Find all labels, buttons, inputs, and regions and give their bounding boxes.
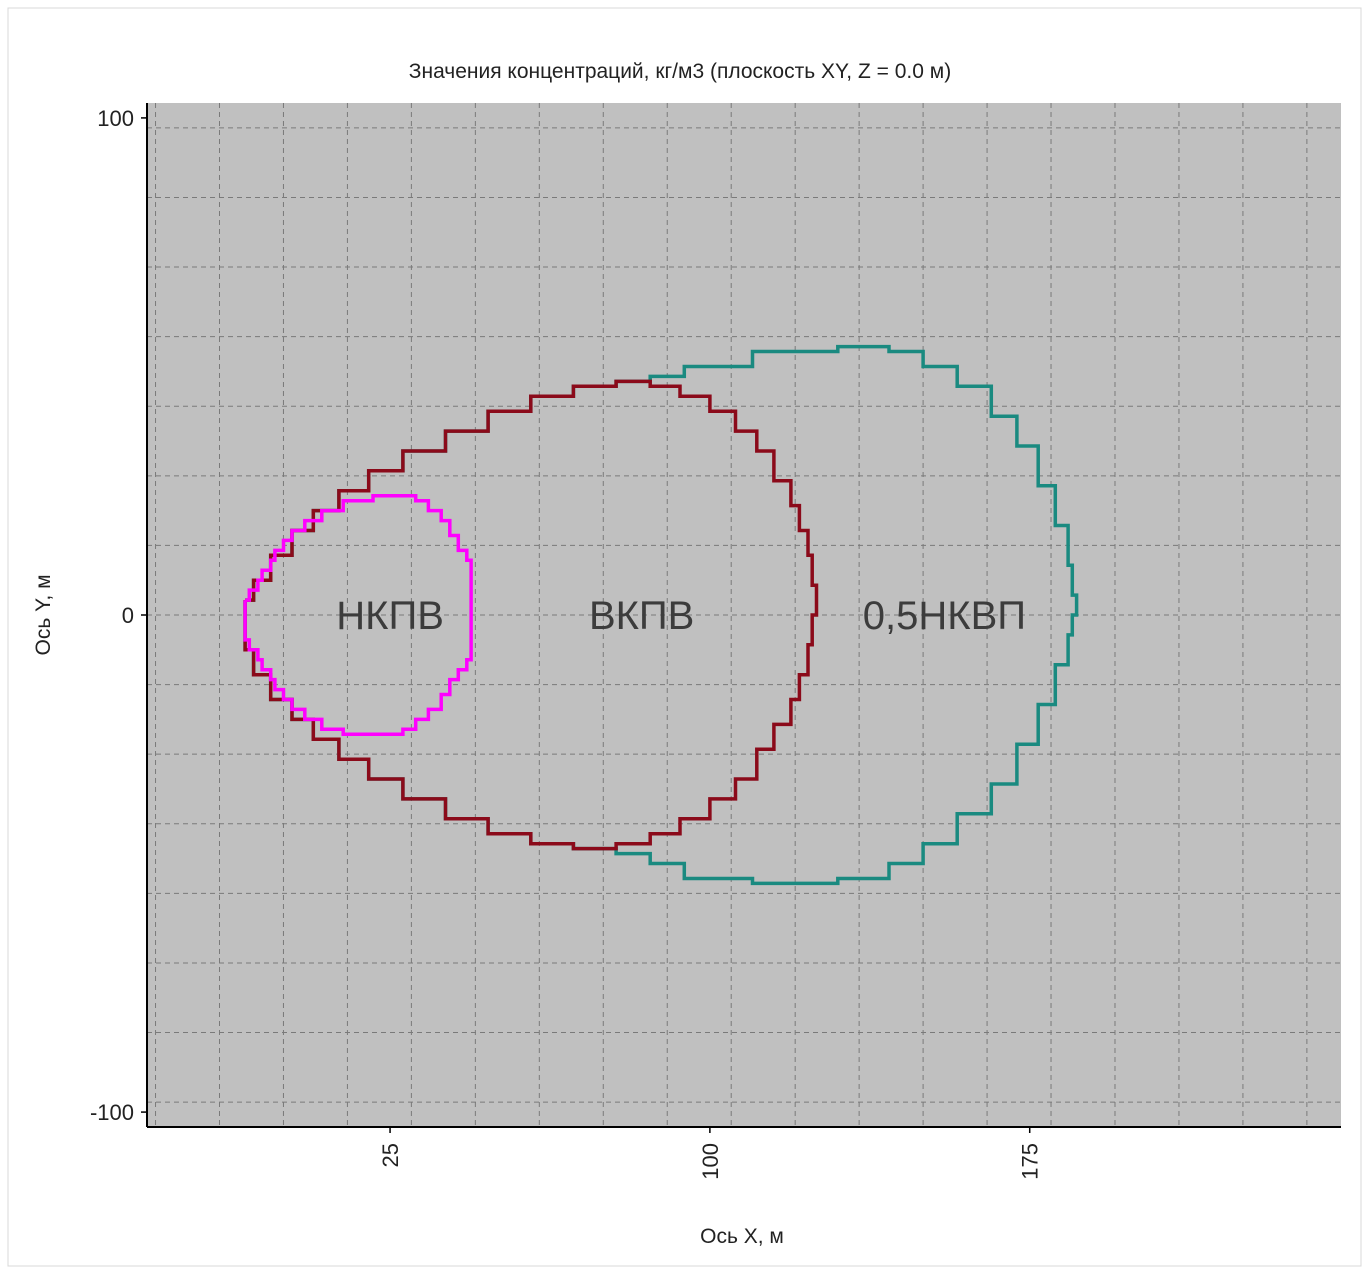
y-tick-label: -100: [90, 1100, 134, 1125]
chart-title: Значения концентраций, кг/м3 (плоскость …: [409, 60, 951, 83]
x-tick-label: 175: [1018, 1143, 1043, 1180]
series-label-1: ВКПВ: [589, 594, 694, 638]
series-labels: НКПВ ВКПВ 0,5НКВП: [336, 594, 1026, 638]
series-line-0: [243, 493, 473, 737]
grid: [147, 103, 1341, 1127]
x-tick-label: 25: [378, 1143, 403, 1167]
x-tick-label: 100: [698, 1143, 723, 1180]
ticks: 100 0 -100 25 100 175: [90, 106, 1043, 1180]
series-layer: [243, 344, 1079, 886]
series-label-2: 0,5НКВП: [863, 594, 1026, 638]
y-tick-label: 100: [97, 106, 134, 131]
series-line-1: [243, 379, 819, 851]
y-tick-label: 0: [122, 603, 134, 628]
y-axis-label: Ось Y, м: [32, 574, 55, 655]
series-label-0: НКПВ: [336, 594, 444, 638]
x-axis-label: Ось X, м: [700, 1225, 784, 1248]
